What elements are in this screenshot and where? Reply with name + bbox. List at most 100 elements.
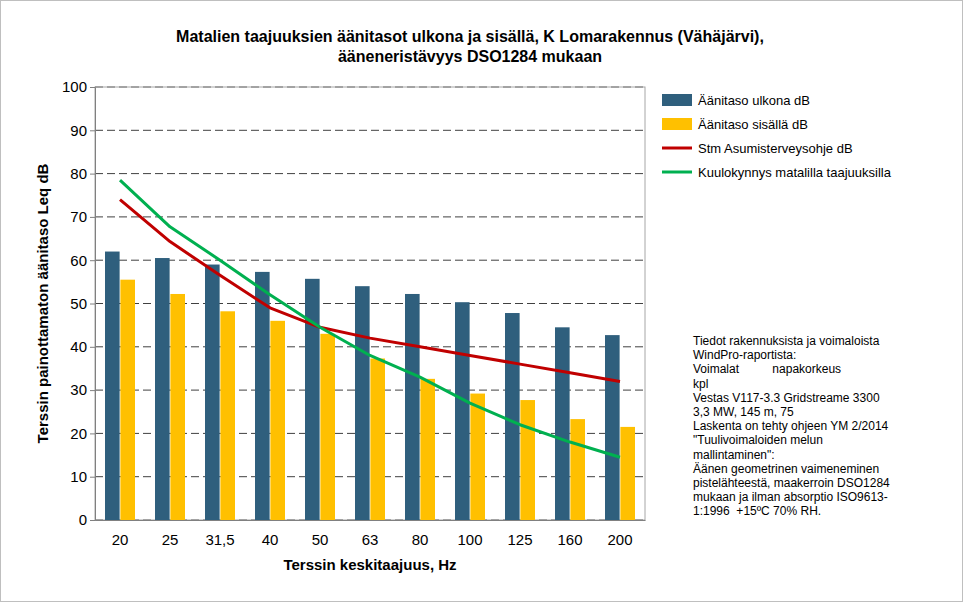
bar xyxy=(370,358,385,520)
tick-label: 200 xyxy=(607,531,632,548)
grid-line xyxy=(95,260,645,261)
legend-swatch xyxy=(662,118,692,130)
line xyxy=(120,180,620,457)
y-axis: 0 10 20 30 40 50 60 70 80 90 100 xyxy=(62,78,96,528)
bar xyxy=(420,379,435,520)
tick-mark xyxy=(90,304,95,305)
tick: 90 xyxy=(70,122,95,139)
axis-line xyxy=(96,520,646,521)
bar xyxy=(270,321,285,520)
tick-label: 50 xyxy=(70,295,87,312)
tick: 70 xyxy=(70,208,95,225)
plot-frame xyxy=(95,87,645,520)
legend-item: Stm Asumisterveysohje dB xyxy=(662,141,853,156)
tick-label: 63 xyxy=(362,531,379,548)
bar-series xyxy=(120,280,635,520)
marks xyxy=(105,180,635,520)
legend-label: Äänitaso sisällä dB xyxy=(698,117,808,132)
tick: 125 xyxy=(507,520,532,548)
tick: 40 xyxy=(70,338,95,355)
axis-line xyxy=(90,88,96,521)
tick-label: 70 xyxy=(70,208,87,225)
tick: 0 xyxy=(79,511,95,528)
annotation-line: Laskenta on tehty ohjeen YM 2/2014 xyxy=(693,419,889,433)
tick-label: 60 xyxy=(70,252,87,269)
grid xyxy=(95,87,645,520)
tick-label: 40 xyxy=(262,531,279,548)
tick: 31,5 xyxy=(205,520,234,548)
x-axis: 202531,540506380100125160200 xyxy=(96,520,646,548)
legend-item: Kuulokynnys matalilla taajuuksilla xyxy=(662,165,892,180)
tick-label: 160 xyxy=(557,531,582,548)
tick-label: 30 xyxy=(70,381,87,398)
legend-label: Äänitaso ulkona dB xyxy=(698,93,810,108)
tick-label: 31,5 xyxy=(205,531,234,548)
tick-mark xyxy=(90,433,95,434)
legend-label: Kuulokynnys matalilla taajuuksilla xyxy=(698,165,892,180)
tick-mark xyxy=(90,477,95,478)
bar xyxy=(455,302,470,520)
tick: 20 xyxy=(70,425,95,442)
tick-label: 40 xyxy=(70,338,87,355)
tick: 50 xyxy=(70,295,95,312)
legend-swatch xyxy=(662,171,692,174)
grid-line xyxy=(95,173,645,174)
bar xyxy=(355,286,370,520)
tick-mark xyxy=(90,217,95,218)
bar xyxy=(505,313,520,520)
annotation-line: Äänen geometrinen vaimeneminen xyxy=(693,462,879,476)
tick-label: 100 xyxy=(457,531,482,548)
chart-background xyxy=(1,1,963,602)
bar xyxy=(320,334,335,520)
plot-area: 0102030405060708090100202531,54050638010… xyxy=(62,78,646,547)
tick-label: 125 xyxy=(507,531,532,548)
title: Matalien taajuuksien äänitasot ulkona ja… xyxy=(176,28,764,65)
tick-mark xyxy=(90,390,95,391)
tick: 40 xyxy=(262,520,279,548)
tick-mark xyxy=(90,347,95,348)
tick-label: 100 xyxy=(62,78,87,95)
tick: 10 xyxy=(70,468,95,485)
bar xyxy=(105,252,120,520)
bar xyxy=(120,280,135,520)
tick-label: 10 xyxy=(70,468,87,485)
tick-mark xyxy=(90,174,95,175)
title-line: ääneneristävyys DSO1284 mukaan xyxy=(338,48,602,65)
annotation-line: Voimalat napakorkeus xyxy=(693,362,841,376)
tick-label: 90 xyxy=(70,122,87,139)
bar xyxy=(405,294,420,520)
legend-swatch xyxy=(662,94,692,106)
bar-series xyxy=(105,252,620,520)
annotation-line: "Tuulivoimaloiden melun xyxy=(693,433,823,447)
legend-swatch xyxy=(662,147,692,150)
bar xyxy=(470,394,485,520)
grid-line xyxy=(95,130,645,131)
tick-mark xyxy=(90,130,95,131)
legend: Äänitaso ulkona dB Äänitaso sisällä dB Stm… xyxy=(662,93,892,180)
bar xyxy=(520,400,535,520)
bar xyxy=(305,279,320,520)
tick: 63 xyxy=(362,520,379,548)
tick: 80 xyxy=(70,165,95,182)
tick-label: 50 xyxy=(312,531,329,548)
tick: 100 xyxy=(457,520,482,548)
annotation-line: kpl xyxy=(693,377,708,391)
tick: 60 xyxy=(70,252,95,269)
bar xyxy=(605,335,620,520)
bar xyxy=(255,272,270,520)
annotation: Tiedot rakennuksista ja voimaloistaWindP… xyxy=(693,334,890,518)
annotation-line: pistelähteestä, maakerroin DSO1284 xyxy=(693,476,890,490)
annotation-line: WindPro-raportista: xyxy=(693,348,796,362)
bar xyxy=(620,427,635,520)
chart: 0102030405060708090100202531,54050638010… xyxy=(0,0,963,602)
annotation-line: Vestas V117-3.3 Gridstreame 3300 xyxy=(693,391,880,405)
tick-mark xyxy=(90,520,95,521)
tick-label: 25 xyxy=(162,531,179,548)
annotation-line: 1:1996 +15ºC 70% RH. xyxy=(693,504,821,518)
y-axis-title: Terssin painottamaton äänitaso Leq dB xyxy=(34,163,51,443)
tick-label: 20 xyxy=(112,531,129,548)
legend-item: Äänitaso sisällä dB xyxy=(662,117,808,132)
tick-mark xyxy=(90,260,95,261)
tick-label: 80 xyxy=(70,165,87,182)
tick: 20 xyxy=(112,520,129,548)
